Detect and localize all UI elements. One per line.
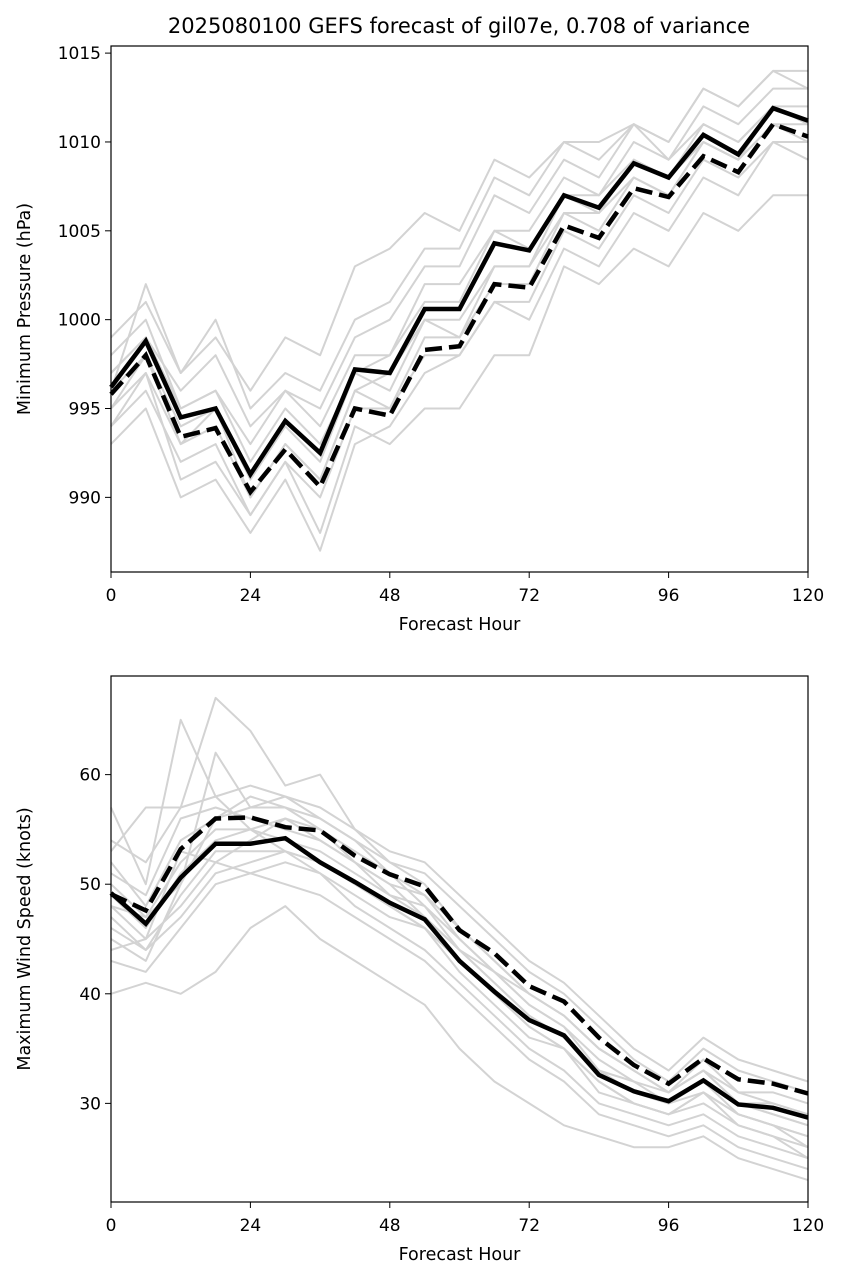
- wind-x-tick-label: 72: [518, 1216, 540, 1236]
- wind-member-line-12: [110, 850, 809, 1171]
- wind-solid-line: [109, 835, 809, 1120]
- wind-x-tick-label: 96: [658, 1216, 680, 1236]
- pressure-member-line-5: [110, 105, 808, 463]
- pressure-y-axis-label: Minimum Pressure (hPa): [15, 203, 35, 415]
- pressure-member-line-3: [110, 87, 808, 428]
- pressure-x-tick-label: 0: [106, 586, 117, 606]
- pressure-y-tick-label: 995: [69, 400, 101, 420]
- pressure-x-tick-label: 24: [240, 586, 262, 606]
- wind-panel: 0 24 48 72 96 120 30 40 50 60 Forecast Hour Maximum…: [15, 675, 824, 1265]
- wind-member-line-14: [110, 806, 809, 1116]
- pressure-y-tick-label: 1010: [58, 133, 101, 153]
- wind-y-tick-label: 40: [79, 985, 101, 1005]
- pressure-x-axis-label: Forecast Hour: [399, 615, 522, 635]
- chart-title: 2025080100 GEFS forecast of gil07e, 0.70…: [168, 14, 750, 38]
- wind-y-tick-label: 60: [79, 766, 101, 786]
- pressure-member-line-2: [110, 194, 808, 534]
- wind-member-line-2: [110, 696, 809, 1127]
- pressure-member-line-8: [110, 141, 808, 517]
- wind-x-axis-label: Forecast Hour: [399, 1245, 522, 1265]
- wind-x-tick-label: 0: [106, 1216, 117, 1236]
- pressure-solid-line: [109, 105, 809, 479]
- pressure-panel: 0 24 48 72 96 120 990 995 1000 1005 1010 1015 Foreca…: [15, 44, 824, 635]
- wind-member-line-13: [110, 784, 809, 1083]
- wind-x-tick-label: 48: [379, 1216, 401, 1236]
- pressure-member-line-7: [110, 69, 809, 410]
- wind-member-line-8: [110, 850, 809, 1138]
- pressure-axes-frame: [110, 45, 809, 573]
- wind-dashed-line: [110, 815, 809, 1096]
- pressure-member-line-9: [110, 105, 809, 446]
- pressure-y-tick-label: 990: [69, 488, 101, 508]
- wind-x-tick-label: 120: [792, 1216, 824, 1236]
- pressure-dashed-line: [109, 121, 809, 497]
- pressure-x-tick-label: 48: [379, 586, 401, 606]
- wind-member-line-1: [110, 905, 809, 1182]
- pressure-x-tick-label: 120: [792, 586, 824, 606]
- wind-x-tick-label: 24: [240, 1216, 262, 1236]
- wind-member-line-6: [110, 861, 809, 1160]
- wind-y-tick-label: 30: [79, 1094, 101, 1114]
- wind-axes-frame: [110, 675, 809, 1203]
- pressure-x-tick-label: 72: [518, 586, 540, 606]
- wind-y-tick-label: 50: [79, 875, 101, 895]
- pressure-x-tick-label: 96: [658, 586, 680, 606]
- pressure-y-tick-label: 1005: [58, 222, 101, 242]
- pressure-member-line-10: [110, 105, 809, 499]
- wind-y-axis-label: Maximum Wind Speed (knots): [15, 807, 35, 1070]
- pressure-y-tick-label: 1000: [58, 311, 101, 331]
- pressure-y-tick-label: 1015: [58, 44, 101, 64]
